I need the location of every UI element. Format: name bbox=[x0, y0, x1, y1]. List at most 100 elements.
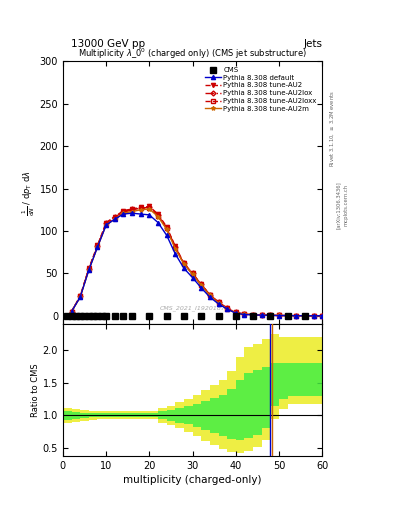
Pythia 8.308 tune-AU2loxx bbox=[121, 209, 126, 216]
Pythia 8.308 tune-AU2m bbox=[104, 222, 108, 228]
Pythia 8.308 tune-AU2lox bbox=[320, 313, 325, 319]
Pythia 8.308 tune-AU2 bbox=[121, 207, 126, 214]
Pythia 8.308 tune-AU2 bbox=[190, 270, 195, 276]
Pythia 8.308 tune-AU2lox bbox=[95, 243, 100, 249]
Pythia 8.308 tune-AU2loxx bbox=[182, 261, 186, 267]
Pythia 8.308 tune-AU2m bbox=[303, 313, 307, 319]
Pythia 8.308 tune-AU2loxx bbox=[190, 271, 195, 278]
CMS bbox=[147, 313, 152, 319]
Pythia 8.308 tune-AU2 bbox=[69, 308, 74, 314]
Y-axis label: Ratio to CMS: Ratio to CMS bbox=[31, 363, 40, 417]
Pythia 8.308 tune-AU2lox bbox=[259, 312, 264, 318]
Pythia 8.308 tune-AU2m bbox=[311, 313, 316, 319]
Pythia 8.308 tune-AU2 bbox=[242, 311, 247, 317]
Pythia 8.308 tune-AU2 bbox=[268, 312, 273, 318]
CMS bbox=[303, 313, 307, 319]
Pythia 8.308 tune-AU2lox bbox=[303, 313, 307, 319]
Pythia 8.308 tune-AU2loxx bbox=[242, 311, 247, 317]
CMS bbox=[130, 313, 134, 319]
CMS bbox=[86, 313, 91, 319]
Pythia 8.308 tune-AU2lox bbox=[69, 308, 74, 314]
Pythia 8.308 tune-AU2 bbox=[216, 299, 221, 305]
CMS bbox=[251, 313, 255, 319]
CMS bbox=[182, 313, 186, 319]
CMS bbox=[112, 313, 117, 319]
CMS bbox=[285, 313, 290, 319]
Pythia 8.308 tune-AU2lox bbox=[173, 244, 178, 250]
Pythia 8.308 default bbox=[216, 301, 221, 307]
Pythia 8.308 tune-AU2lox bbox=[242, 311, 247, 317]
Pythia 8.308 tune-AU2 bbox=[277, 312, 281, 318]
Pythia 8.308 tune-AU2loxx bbox=[311, 313, 316, 319]
Pythia 8.308 tune-AU2m bbox=[208, 292, 212, 298]
CMS bbox=[104, 313, 108, 319]
CMS bbox=[199, 313, 204, 319]
Pythia 8.308 default bbox=[233, 310, 238, 316]
Pythia 8.308 tune-AU2loxx bbox=[104, 221, 108, 227]
Pythia 8.308 tune-AU2 bbox=[147, 203, 152, 209]
Pythia 8.308 tune-AU2 bbox=[95, 242, 100, 248]
Pythia 8.308 default bbox=[320, 313, 325, 319]
Pythia 8.308 tune-AU2 bbox=[259, 312, 264, 318]
Pythia 8.308 tune-AU2lox bbox=[285, 312, 290, 318]
Pythia 8.308 tune-AU2loxx bbox=[156, 212, 160, 219]
Pythia 8.308 tune-AU2 bbox=[182, 260, 186, 266]
Pythia 8.308 tune-AU2m bbox=[69, 308, 74, 314]
CMS bbox=[233, 313, 238, 319]
Pythia 8.308 tune-AU2loxx bbox=[173, 245, 178, 251]
CMS bbox=[216, 313, 221, 319]
Pythia 8.308 tune-AU2loxx bbox=[112, 215, 117, 221]
Pythia 8.308 tune-AU2m bbox=[182, 261, 186, 267]
Pythia 8.308 default bbox=[242, 311, 247, 317]
Pythia 8.308 tune-AU2lox bbox=[225, 305, 230, 311]
Line: Pythia 8.308 tune-AU2lox: Pythia 8.308 tune-AU2lox bbox=[70, 205, 324, 317]
Title: Multiplicity $\lambda\_0^0$ (charged only) (CMS jet substructure): Multiplicity $\lambda\_0^0$ (charged onl… bbox=[78, 47, 307, 61]
Pythia 8.308 tune-AU2loxx bbox=[285, 312, 290, 318]
Pythia 8.308 tune-AU2lox bbox=[78, 293, 83, 300]
Pythia 8.308 default bbox=[78, 294, 83, 300]
Text: 13000 GeV pp: 13000 GeV pp bbox=[71, 38, 145, 49]
Pythia 8.308 tune-AU2lox bbox=[156, 212, 160, 218]
Pythia 8.308 tune-AU2 bbox=[173, 243, 178, 249]
Y-axis label: $\frac{1}{\mathrm{d}N}$ / $\mathrm{d}p_\mathrm{T}$ $\mathrm{d}\lambda$: $\frac{1}{\mathrm{d}N}$ / $\mathrm{d}p_\… bbox=[20, 170, 37, 216]
Pythia 8.308 tune-AU2 bbox=[208, 291, 212, 297]
Pythia 8.308 tune-AU2loxx bbox=[147, 205, 152, 211]
Pythia 8.308 tune-AU2lox bbox=[190, 270, 195, 276]
Pythia 8.308 tune-AU2lox bbox=[251, 311, 255, 317]
CMS bbox=[99, 313, 104, 319]
Pythia 8.308 tune-AU2lox bbox=[199, 282, 204, 288]
Pythia 8.308 tune-AU2loxx bbox=[233, 310, 238, 316]
CMS bbox=[95, 313, 100, 319]
Pythia 8.308 default bbox=[277, 312, 281, 318]
Pythia 8.308 tune-AU2 bbox=[320, 313, 325, 319]
Pythia 8.308 tune-AU2loxx bbox=[251, 312, 255, 318]
Pythia 8.308 tune-AU2m bbox=[164, 226, 169, 232]
Pythia 8.308 default bbox=[95, 244, 100, 250]
Pythia 8.308 tune-AU2 bbox=[156, 211, 160, 217]
Pythia 8.308 tune-AU2 bbox=[130, 206, 134, 212]
Pythia 8.308 tune-AU2loxx bbox=[320, 313, 325, 319]
Pythia 8.308 default bbox=[182, 265, 186, 271]
Pythia 8.308 default bbox=[294, 313, 299, 319]
Pythia 8.308 tune-AU2m bbox=[199, 282, 204, 288]
Pythia 8.308 tune-AU2m bbox=[78, 294, 83, 300]
Pythia 8.308 tune-AU2 bbox=[251, 311, 255, 317]
Text: [arXiv:1306.3436]: [arXiv:1306.3436] bbox=[336, 181, 341, 229]
Pythia 8.308 tune-AU2loxx bbox=[294, 313, 299, 319]
Pythia 8.308 tune-AU2 bbox=[199, 282, 204, 288]
Pythia 8.308 tune-AU2lox bbox=[130, 206, 134, 212]
Line: Pythia 8.308 default: Pythia 8.308 default bbox=[70, 211, 324, 318]
Pythia 8.308 tune-AU2 bbox=[225, 305, 230, 311]
Pythia 8.308 tune-AU2m bbox=[216, 300, 221, 306]
Line: Pythia 8.308 tune-AU2m: Pythia 8.308 tune-AU2m bbox=[70, 207, 324, 318]
Pythia 8.308 tune-AU2 bbox=[303, 313, 307, 319]
Pythia 8.308 default bbox=[156, 220, 160, 226]
Legend: CMS, Pythia 8.308 default, Pythia 8.308 tune-AU2, Pythia 8.308 tune-AU2lox, Pyth: CMS, Pythia 8.308 default, Pythia 8.308 … bbox=[203, 65, 319, 114]
Pythia 8.308 tune-AU2 bbox=[78, 293, 83, 300]
Pythia 8.308 tune-AU2 bbox=[311, 313, 316, 319]
Pythia 8.308 tune-AU2lox bbox=[104, 220, 108, 226]
Pythia 8.308 tune-AU2lox bbox=[268, 312, 273, 318]
Pythia 8.308 tune-AU2loxx bbox=[130, 207, 134, 213]
Pythia 8.308 tune-AU2 bbox=[138, 204, 143, 210]
Pythia 8.308 tune-AU2loxx bbox=[78, 293, 83, 300]
